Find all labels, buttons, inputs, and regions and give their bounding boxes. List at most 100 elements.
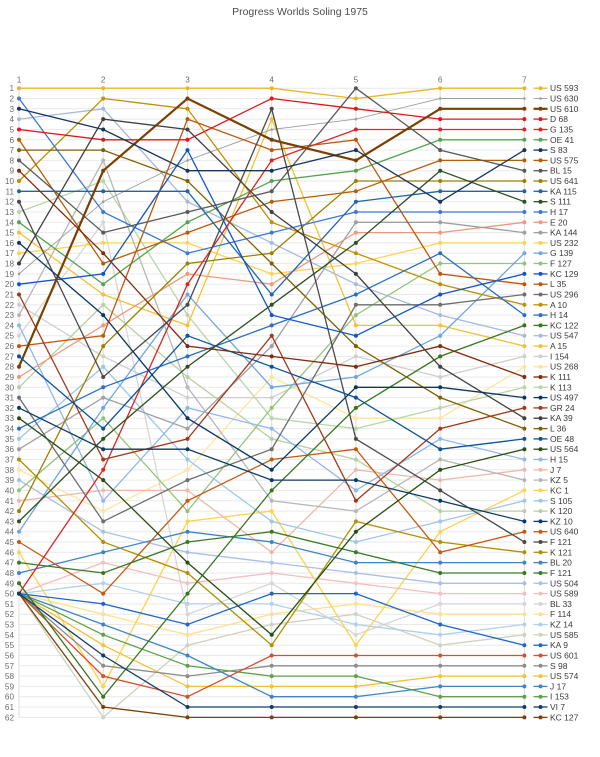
svg-text:US 504: US 504 bbox=[550, 578, 579, 588]
svg-text:KA 39: KA 39 bbox=[550, 413, 573, 423]
svg-text:US 296: US 296 bbox=[550, 290, 579, 300]
svg-text:54: 54 bbox=[5, 631, 15, 640]
svg-text:US 601: US 601 bbox=[550, 651, 579, 661]
svg-text:26: 26 bbox=[5, 342, 15, 351]
svg-text:US 610: US 610 bbox=[550, 104, 579, 114]
svg-text:6: 6 bbox=[9, 136, 14, 145]
svg-text:36: 36 bbox=[5, 445, 15, 454]
svg-text:K 113: K 113 bbox=[550, 382, 572, 392]
svg-text:20: 20 bbox=[5, 280, 15, 289]
svg-text:US 564: US 564 bbox=[550, 444, 579, 454]
svg-text:F 114: F 114 bbox=[550, 609, 571, 619]
svg-text:15: 15 bbox=[5, 229, 15, 238]
svg-text:24: 24 bbox=[5, 321, 15, 330]
svg-text:H 15: H 15 bbox=[550, 455, 568, 465]
svg-text:18: 18 bbox=[5, 260, 15, 269]
svg-text:1: 1 bbox=[17, 75, 22, 84]
svg-text:33: 33 bbox=[5, 414, 15, 423]
svg-text:58: 58 bbox=[5, 672, 15, 681]
svg-text:3: 3 bbox=[9, 105, 14, 114]
svg-text:F 121: F 121 bbox=[550, 537, 572, 547]
svg-text:53: 53 bbox=[5, 621, 15, 630]
svg-text:34: 34 bbox=[5, 425, 15, 434]
svg-text:K 111: K 111 bbox=[550, 372, 571, 382]
svg-text:49: 49 bbox=[5, 579, 15, 588]
svg-text:G 139: G 139 bbox=[550, 248, 573, 258]
svg-text:35: 35 bbox=[5, 435, 15, 444]
svg-text:US 232: US 232 bbox=[550, 238, 579, 248]
svg-text:US 585: US 585 bbox=[550, 630, 579, 640]
svg-text:KC 122: KC 122 bbox=[550, 320, 579, 330]
svg-text:BL 20: BL 20 bbox=[550, 558, 572, 568]
svg-text:K 121: K 121 bbox=[550, 547, 572, 557]
svg-text:KZ 5: KZ 5 bbox=[550, 475, 568, 485]
svg-text:32: 32 bbox=[5, 404, 15, 413]
svg-text:17: 17 bbox=[5, 249, 15, 258]
svg-text:A 15: A 15 bbox=[550, 341, 567, 351]
svg-text:7: 7 bbox=[522, 75, 527, 84]
svg-text:KZ 14: KZ 14 bbox=[550, 620, 573, 630]
svg-text:KC 1: KC 1 bbox=[550, 485, 569, 495]
svg-text:5: 5 bbox=[354, 75, 359, 84]
svg-text:12: 12 bbox=[5, 198, 15, 207]
svg-text:25: 25 bbox=[5, 332, 15, 341]
svg-text:A 10: A 10 bbox=[550, 300, 567, 310]
svg-text:48: 48 bbox=[5, 569, 15, 578]
svg-text:US 630: US 630 bbox=[550, 94, 579, 104]
svg-text:46: 46 bbox=[5, 548, 15, 557]
svg-text:57: 57 bbox=[5, 662, 15, 671]
svg-text:S 105: S 105 bbox=[550, 496, 572, 506]
svg-text:E 20: E 20 bbox=[550, 217, 568, 227]
svg-text:42: 42 bbox=[5, 507, 15, 516]
svg-text:5: 5 bbox=[9, 126, 14, 135]
svg-text:L 35: L 35 bbox=[550, 279, 567, 289]
svg-text:60: 60 bbox=[5, 693, 15, 702]
svg-text:US 640: US 640 bbox=[550, 527, 579, 537]
svg-text:22: 22 bbox=[5, 301, 15, 310]
svg-text:VI 7: VI 7 bbox=[550, 702, 565, 712]
svg-text:GR 24: GR 24 bbox=[550, 403, 575, 413]
svg-text:F 127: F 127 bbox=[550, 259, 572, 269]
svg-text:47: 47 bbox=[5, 559, 15, 568]
svg-text:S 98: S 98 bbox=[550, 661, 568, 671]
svg-text:11: 11 bbox=[6, 187, 15, 196]
svg-text:39: 39 bbox=[5, 476, 15, 485]
svg-text:H 17: H 17 bbox=[550, 207, 568, 217]
svg-text:56: 56 bbox=[5, 652, 15, 661]
svg-text:S 111: S 111 bbox=[550, 197, 571, 207]
svg-text:41: 41 bbox=[5, 497, 15, 506]
svg-text:KA 9: KA 9 bbox=[550, 640, 568, 650]
svg-text:BL 33: BL 33 bbox=[550, 599, 572, 609]
svg-text:31: 31 bbox=[5, 394, 15, 403]
svg-text:KA 115: KA 115 bbox=[550, 186, 577, 196]
svg-text:I 154: I 154 bbox=[550, 351, 569, 361]
svg-text:Progress Worlds Soling 1975: Progress Worlds Soling 1975 bbox=[232, 6, 368, 18]
svg-text:61: 61 bbox=[5, 703, 15, 712]
svg-text:9: 9 bbox=[9, 167, 14, 176]
svg-text:1: 1 bbox=[9, 84, 14, 93]
svg-text:L 36: L 36 bbox=[550, 424, 567, 434]
svg-text:US 641: US 641 bbox=[550, 176, 579, 186]
svg-text:H 14: H 14 bbox=[550, 310, 568, 320]
svg-text:KA 144: KA 144 bbox=[550, 228, 578, 238]
svg-text:US 268: US 268 bbox=[550, 362, 579, 372]
svg-text:US 575: US 575 bbox=[550, 155, 579, 165]
svg-text:US 589: US 589 bbox=[550, 589, 579, 599]
svg-text:4: 4 bbox=[269, 75, 274, 84]
svg-text:J 17: J 17 bbox=[550, 681, 566, 691]
svg-text:43: 43 bbox=[5, 517, 15, 526]
svg-text:KC 129: KC 129 bbox=[550, 269, 579, 279]
svg-text:I 153: I 153 bbox=[550, 692, 569, 702]
svg-text:8: 8 bbox=[9, 156, 14, 165]
svg-text:US 574: US 574 bbox=[550, 671, 579, 681]
svg-text:2: 2 bbox=[101, 75, 106, 84]
svg-text:27: 27 bbox=[5, 352, 15, 361]
svg-text:KZ 10: KZ 10 bbox=[550, 516, 573, 526]
svg-text:J 7: J 7 bbox=[550, 465, 562, 475]
svg-text:10: 10 bbox=[5, 177, 15, 186]
svg-text:US 593: US 593 bbox=[550, 83, 579, 93]
svg-text:OE 41: OE 41 bbox=[550, 135, 574, 145]
svg-text:3: 3 bbox=[185, 75, 190, 84]
svg-text:4: 4 bbox=[9, 115, 14, 124]
svg-text:13: 13 bbox=[5, 208, 15, 217]
